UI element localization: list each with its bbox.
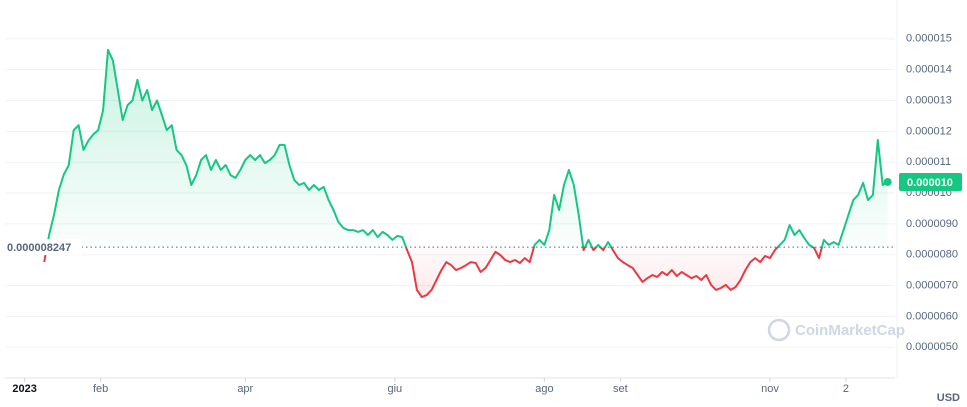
x-tick-label: feb (93, 383, 108, 395)
x-tick-label: set (613, 383, 628, 395)
price-badge-label: 0.000010 (907, 177, 953, 189)
y-tick-label: 0.000015 (906, 33, 952, 45)
baseline-label-bg (4, 239, 82, 256)
watermark-logo (767, 318, 791, 342)
x-tick-label: apr (237, 383, 253, 395)
price-line (43, 48, 889, 298)
y-tick-label: 0.0000080 (906, 249, 958, 261)
x-tick-label: giu (387, 383, 402, 395)
price-area (44, 49, 888, 298)
baseline-label: 0.000008247 (7, 242, 71, 254)
price-badge (899, 172, 962, 191)
y-tick-label: 0.0000050 (906, 341, 958, 353)
y-tick-label: 0.000011 (906, 156, 951, 168)
x-tick-label: 2 (843, 383, 849, 395)
x-tick-label: nov (761, 383, 779, 395)
y-tick-label: 0.000013 (906, 94, 952, 106)
currency-label: USD (937, 392, 960, 404)
last-point (883, 177, 892, 186)
y-tick-label: 0.0000060 (906, 310, 958, 322)
y-tick-label: 0.0000090 (906, 218, 958, 230)
y-tick-label: 0.0000070 (906, 279, 958, 291)
y-tick-label: 0.000014 (906, 64, 952, 76)
x-tick-label: 2023 (12, 383, 36, 395)
x-tick-label: ago (535, 383, 553, 395)
y-tick-label: 0.000012 (906, 125, 952, 137)
watermark: CoinMarketCap (795, 322, 905, 339)
